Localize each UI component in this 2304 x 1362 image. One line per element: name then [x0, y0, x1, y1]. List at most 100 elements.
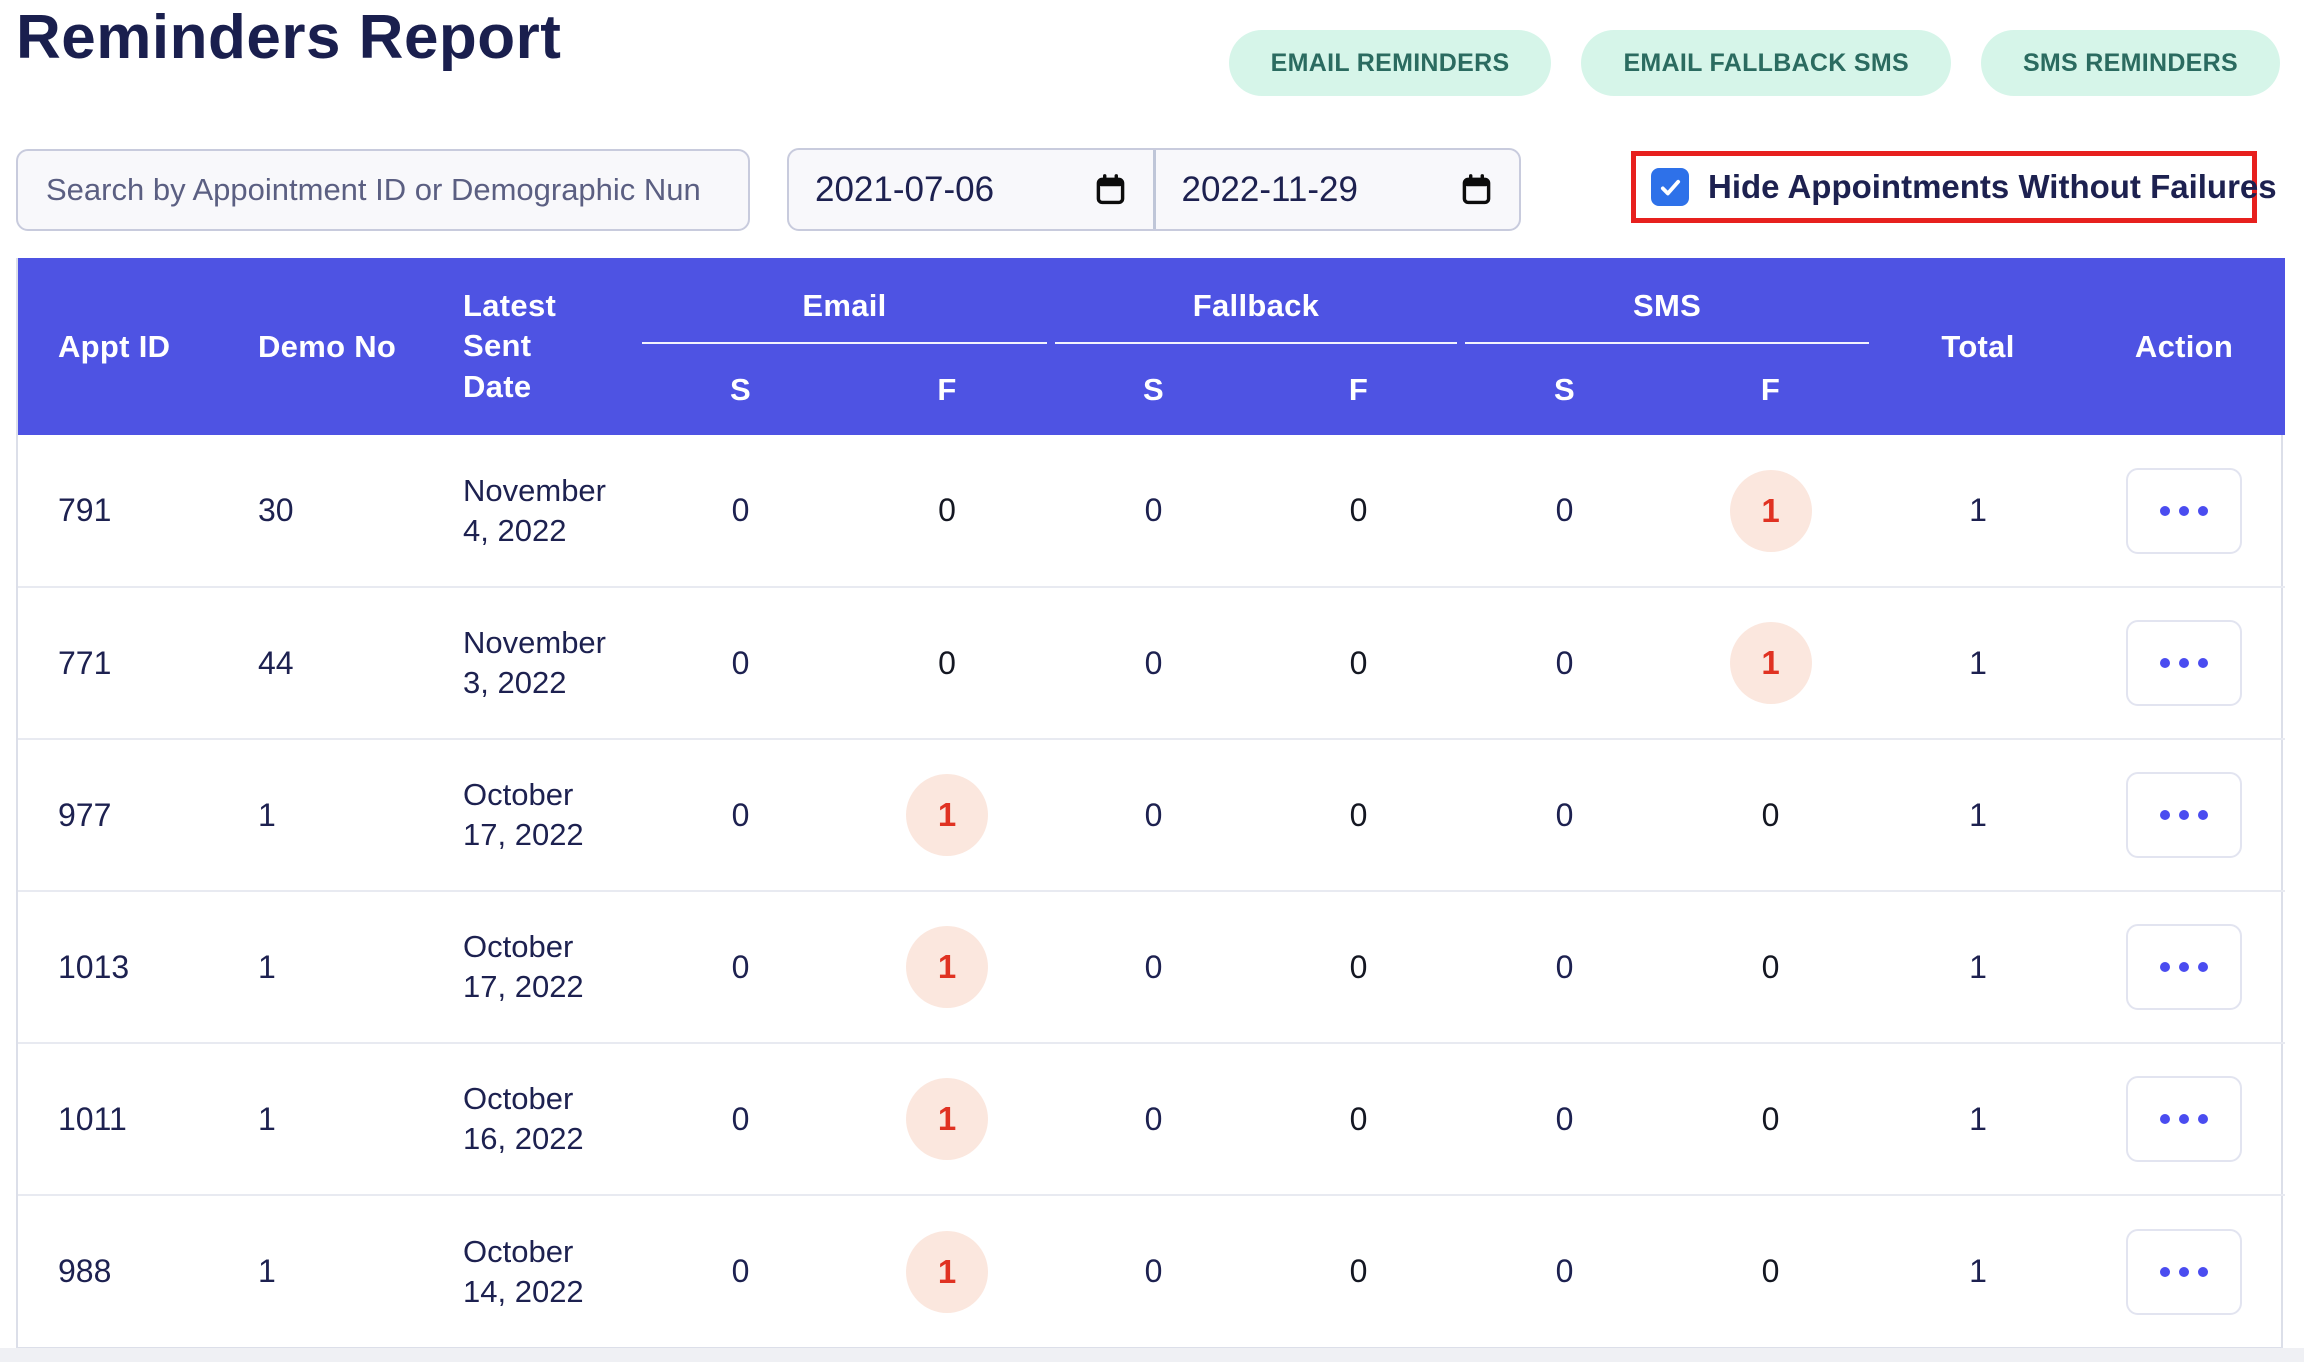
count-value: 0	[1555, 796, 1574, 833]
latest-sent-date-cell: October 14, 2022	[423, 1195, 638, 1347]
ellipsis-icon	[2160, 962, 2209, 972]
ellipsis-dot	[2160, 962, 2171, 972]
sms-reminders-button[interactable]: SMS REMINDERS	[1980, 30, 2280, 96]
ellipsis-icon	[2160, 658, 2209, 668]
start-date-value: 2021-07-06	[815, 169, 995, 209]
latest-sent-date-cell: November 4, 2022	[423, 435, 638, 588]
ellipsis-dot	[2198, 505, 2209, 516]
group-header-sms: SMS	[1461, 258, 1874, 344]
sms-sent-cell: 0	[1461, 1195, 1668, 1347]
demo-no-cell: 30	[218, 435, 423, 588]
ellipsis-dot	[2179, 962, 2190, 972]
failure-count-badge: 1	[906, 926, 988, 1008]
ellipsis-icon	[2160, 1114, 2209, 1124]
latest-sent-date-cell: October 17, 2022	[423, 739, 638, 892]
date-line: 14, 2022	[463, 1273, 584, 1309]
count-value: 0	[731, 796, 750, 833]
total-cell: 1	[1873, 891, 2084, 1044]
col-header-demo-no: Demo No	[218, 258, 423, 435]
total-value: 1	[1969, 948, 1987, 985]
row-actions-button[interactable]	[2126, 1076, 2243, 1162]
fallback-failed-cell: 0	[1256, 435, 1461, 588]
col-header-email-failed: F	[843, 344, 1051, 435]
count-value: 0	[938, 492, 956, 528]
count-value: 0	[1555, 1100, 1574, 1137]
email-sent-cell: 0	[638, 587, 843, 740]
count-value: 0	[1761, 1253, 1780, 1289]
demo-no-cell: 1	[218, 739, 423, 892]
email-fallback-sms-button[interactable]: EMAIL FALLBACK SMS	[1581, 30, 1951, 96]
total-value: 1	[1969, 796, 1987, 833]
check-icon	[1660, 179, 1680, 195]
count-value: 0	[1761, 948, 1780, 985]
appt-id-cell: 988	[58, 1253, 112, 1289]
count-value: 0	[1144, 948, 1163, 985]
ellipsis-dot	[2160, 658, 2171, 668]
calendar-icon[interactable]	[1094, 172, 1127, 207]
ellipsis-dot	[2179, 505, 2190, 516]
bottom-strip	[0, 1348, 2304, 1362]
search-input[interactable]	[16, 149, 750, 231]
end-date-input[interactable]: 2022-11-29	[1156, 150, 1520, 229]
fallback-sent-cell: 0	[1051, 891, 1256, 1044]
sms-failed-cell: 1	[1668, 435, 1874, 588]
row-actions-button[interactable]	[2126, 467, 2243, 554]
fallback-failed-cell: 0	[1256, 891, 1461, 1044]
table-header: Appt ID Demo No Latest Sent Date Email F…	[18, 258, 2286, 435]
demo-no-cell: 1	[218, 891, 423, 1044]
sms-sent-cell: 0	[1461, 739, 1668, 892]
count-value: 0	[731, 492, 750, 528]
count-value: 0	[1555, 948, 1574, 985]
col-header-action: Action	[2083, 258, 2286, 435]
hide-failures-highlight: Hide Appointments Without Failures	[1631, 151, 2277, 223]
ellipsis-dot	[2198, 658, 2209, 668]
date-line: October	[463, 929, 574, 965]
ellipsis-dot	[2160, 1266, 2171, 1277]
ellipsis-dot	[2198, 1266, 2209, 1277]
email-sent-cell: 0	[638, 1195, 843, 1347]
total-value: 1	[1969, 1100, 1987, 1137]
fallback-sent-cell: 0	[1051, 1043, 1256, 1196]
row-actions-button[interactable]	[2126, 620, 2243, 706]
appt-id-cell: 1011	[18, 1043, 218, 1196]
ellipsis-dot	[2179, 1114, 2190, 1124]
start-date-input[interactable]: 2021-07-06	[789, 150, 1156, 229]
row-actions-button[interactable]	[2126, 772, 2243, 858]
row-actions-button[interactable]	[2126, 1228, 2243, 1315]
calendar-icon[interactable]	[1460, 172, 1493, 207]
total-cell: 1	[1873, 1195, 2083, 1347]
col-header-sms-failed: F	[1668, 344, 1874, 435]
sms-sent-cell: 0	[1461, 1043, 1668, 1196]
ellipsis-dot	[2198, 962, 2209, 972]
table-row: 1011 1 October 16, 2022 0 1 0 0 0 0 1	[18, 1043, 2286, 1196]
ellipsis-icon	[2160, 810, 2209, 820]
fallback-sent-cell: 0	[1051, 1195, 1256, 1347]
date-line: November	[463, 625, 606, 661]
fallback-sent-cell: 0	[1051, 739, 1256, 892]
ellipsis-dot	[2160, 810, 2171, 820]
email-sent-cell: 0	[638, 891, 843, 1044]
count-value: 0	[1349, 948, 1368, 985]
date-line: 17, 2022	[463, 817, 584, 852]
date-line: November	[463, 472, 606, 508]
count-value: 0	[1349, 1100, 1368, 1137]
col-header-appt-id: Appt ID	[18, 258, 218, 435]
hide-failures-checkbox[interactable]	[1651, 168, 1689, 206]
group-header-fallback: Fallback	[1051, 258, 1461, 344]
appt-id-cell: 977	[18, 739, 218, 892]
email-sent-cell: 0	[638, 435, 843, 588]
appt-id-cell: 791	[18, 435, 218, 588]
email-reminders-button[interactable]: EMAIL REMINDERS	[1228, 30, 1552, 96]
date-line: 3, 2022	[463, 665, 567, 700]
sms-failed-cell: 1	[1668, 587, 1874, 740]
date-line: 16, 2022	[463, 1121, 584, 1156]
count-value: 0	[1349, 796, 1368, 833]
reminder-type-buttons: EMAIL REMINDERS EMAIL FALLBACK SMS SMS R…	[1228, 30, 2280, 96]
demo-no-cell: 44	[218, 587, 423, 740]
row-actions-button[interactable]	[2126, 924, 2243, 1010]
failure-count-badge: 1	[906, 1230, 988, 1313]
count-value: 0	[1349, 644, 1368, 681]
email-failed-cell: 1	[843, 891, 1051, 1044]
sms-failed-cell: 0	[1668, 1195, 1873, 1347]
email-failed-cell: 1	[843, 1195, 1051, 1347]
